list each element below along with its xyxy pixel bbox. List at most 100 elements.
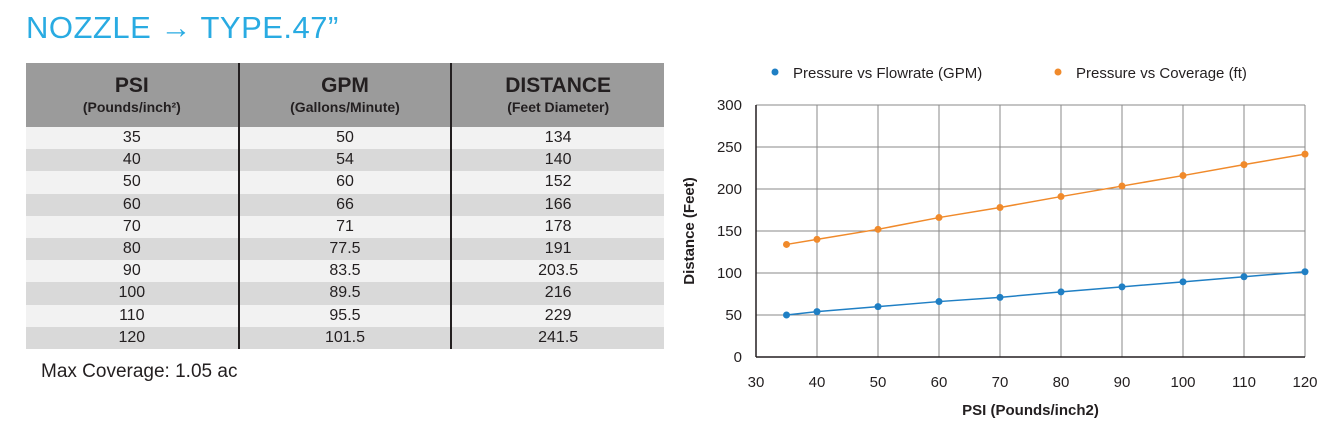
max-coverage-note: Max Coverage: 1.05 ac (41, 361, 238, 382)
column-header-unit: (Feet Diameter) (507, 99, 610, 115)
y-tick-label: 300 (717, 97, 742, 114)
cell-gpm: 77.5 (237, 237, 452, 261)
data-point (935, 298, 943, 306)
cell-distance: 241.5 (450, 326, 664, 349)
legend-label: Pressure vs Flowrate (GPM) (793, 65, 982, 82)
legend-marker (771, 68, 779, 76)
column-header-title: GPM (321, 74, 369, 97)
page-title: NOZZLE → TYPE.47” (26, 10, 339, 45)
cell-gpm: 60 (237, 171, 452, 194)
column-header-gpm: GPM (Gallons/Minute) (237, 63, 452, 127)
data-point (783, 311, 790, 319)
x-tick-label: 120 (1292, 374, 1317, 391)
cell-gpm: 71 (237, 215, 452, 238)
data-point (813, 235, 821, 243)
x-tick-label: 70 (992, 374, 1009, 391)
cell-distance: 229 (450, 304, 664, 327)
cell-psi: 60 (26, 193, 239, 216)
table-row: 70 71 178 (26, 215, 664, 238)
cell-gpm: 66 (237, 193, 452, 216)
cell-psi: 35 (26, 127, 239, 150)
table-body: 35 50 134 40 54 140 50 60 152 60 66 166 70 71 178 80 77.… (26, 127, 664, 349)
column-header-distance: DISTANCE (Feet Diameter) (450, 63, 664, 127)
data-point (1301, 268, 1309, 276)
pressure-chart: 30 40 50 60 70 80 90 100 110 120 0 50 100 150 200 250 30… (681, 65, 1318, 419)
y-tick-label: 200 (717, 181, 742, 198)
cell-psi: 110 (26, 304, 239, 327)
data-point (874, 225, 882, 233)
cell-distance: 134 (450, 127, 664, 150)
cell-distance: 166 (450, 193, 664, 216)
column-header-unit: (Pounds/inch²) (82, 99, 181, 115)
data-point (874, 303, 882, 311)
y-tick-label: 250 (717, 139, 742, 156)
cell-gpm: 54 (237, 149, 452, 172)
data-point (996, 203, 1004, 211)
cell-psi: 80 (26, 237, 239, 261)
series-line (786, 270, 1306, 316)
x-tick-label: 50 (870, 374, 887, 391)
cell-distance: 203.5 (450, 260, 664, 283)
x-tick-label: 100 (1170, 374, 1195, 391)
data-point (1301, 150, 1309, 158)
cell-psi: 120 (26, 326, 239, 349)
series-line (786, 153, 1306, 246)
table-row: 110 95.5 229 (26, 304, 664, 327)
cell-psi: 50 (26, 171, 239, 194)
cell-gpm: 83.5 (237, 260, 452, 283)
data-point (1057, 193, 1065, 201)
nozzle-spec-table: PSI (Pounds/inch²) GPM (Gallons/Minute) … (26, 63, 664, 349)
table-row: 50 60 152 (26, 171, 664, 194)
cell-distance: 191 (450, 237, 664, 261)
data-point (1240, 161, 1248, 169)
x-tick-label: 40 (809, 374, 826, 391)
y-axis-label: Distance (Feet) (681, 177, 698, 285)
cell-distance: 216 (450, 282, 664, 305)
column-header-title: PSI (114, 74, 149, 97)
column-header-unit: (Gallons/Minute) (290, 99, 400, 115)
cell-psi: 100 (26, 282, 239, 305)
table-header-row: PSI (Pounds/inch²) GPM (Gallons/Minute) … (26, 63, 664, 127)
cell-gpm: 95.5 (237, 304, 452, 327)
table-row: 35 50 134 (26, 127, 664, 150)
data-point (783, 240, 790, 248)
x-tick-label: 110 (1232, 374, 1256, 391)
data-point (1179, 278, 1187, 286)
y-tick-label: 50 (725, 307, 742, 324)
table-row: 120 101.5 241.5 (26, 326, 664, 349)
data-point (1057, 288, 1065, 296)
cell-distance: 178 (450, 215, 664, 238)
x-tick-label: 30 (748, 374, 765, 391)
data-point (935, 214, 943, 222)
cell-gpm: 50 (237, 127, 452, 150)
y-tick-label: 150 (717, 223, 742, 240)
column-header-title: DISTANCE (505, 74, 612, 97)
cell-gpm: 101.5 (237, 326, 452, 349)
table-row: 90 83.5 203.5 (26, 260, 664, 283)
y-tick-label: 100 (717, 265, 742, 282)
data-point (996, 293, 1004, 301)
data-point (813, 308, 821, 316)
cell-psi: 40 (26, 149, 239, 172)
y-tick-label: 0 (734, 349, 742, 366)
x-tick-label: 60 (931, 374, 948, 391)
table-row: 40 54 140 (26, 149, 664, 172)
data-point (1118, 283, 1126, 291)
column-header-psi: PSI (Pounds/inch²) (26, 63, 239, 127)
cell-psi: 90 (26, 260, 239, 283)
x-axis-label: PSI (Pounds/inch2) (962, 402, 1099, 419)
table-row: 80 77.5 191 (26, 237, 664, 261)
cell-gpm: 89.5 (237, 282, 452, 305)
legend-marker (1054, 68, 1062, 76)
data-point (1179, 172, 1187, 180)
table-row: 100 89.5 216 (26, 282, 664, 305)
data-point (1118, 182, 1126, 190)
cell-distance: 152 (450, 171, 664, 194)
legend-label: Pressure vs Coverage (ft) (1076, 65, 1247, 82)
data-point (1240, 273, 1248, 281)
x-tick-label: 80 (1053, 374, 1070, 391)
cell-psi: 70 (26, 215, 239, 238)
x-tick-label: 90 (1114, 374, 1131, 391)
table-row: 60 66 166 (26, 193, 664, 216)
cell-distance: 140 (450, 149, 664, 172)
